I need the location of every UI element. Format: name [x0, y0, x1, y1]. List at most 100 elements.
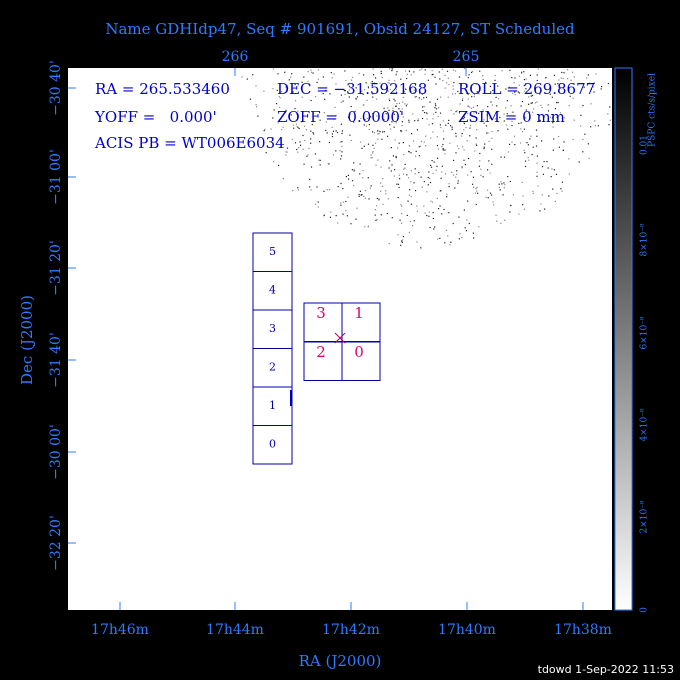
noise-dot [490, 194, 493, 196]
noise-dot [582, 138, 584, 140]
noise-dot [590, 103, 592, 105]
noise-dot [303, 163, 305, 165]
noise-dot [291, 73, 293, 75]
noise-dot [518, 84, 520, 86]
noise-dot [486, 131, 488, 134]
noise-dot [452, 69, 455, 71]
noise-dot [337, 222, 339, 224]
noise-dot [387, 135, 389, 137]
noise-dot [465, 127, 467, 129]
noise-dot [423, 106, 425, 108]
noise-dot [408, 177, 410, 179]
noise-dot [431, 74, 433, 76]
noise-dot [354, 110, 356, 113]
noise-dot [561, 181, 563, 183]
noise-dot [395, 73, 397, 75]
noise-dot [474, 150, 476, 152]
noise-dot [409, 220, 411, 223]
noise-dot [461, 166, 463, 168]
noise-dot [494, 74, 496, 77]
noise-dot [307, 71, 309, 73]
noise-dot [372, 68, 374, 70]
noise-dot [472, 106, 474, 108]
noise-dot [412, 113, 414, 115]
noise-dot [547, 167, 549, 169]
noise-dot [330, 72, 332, 74]
noise-dot [556, 192, 558, 194]
noise-dot [432, 73, 434, 75]
noise-dot [545, 77, 547, 79]
noise-dot [295, 123, 297, 125]
noise-dot [336, 131, 339, 134]
noise-dot [588, 157, 590, 159]
noise-dot [360, 194, 362, 196]
noise-dot [391, 68, 393, 70]
noise-dot [445, 173, 447, 175]
noise-dot [439, 205, 441, 207]
noise-dot [532, 190, 534, 192]
noise-dot [479, 160, 481, 162]
noise-dot [367, 143, 370, 145]
noise-dot [587, 74, 589, 76]
noise-dot [362, 170, 364, 172]
noise-dot [473, 237, 475, 239]
noise-dot [480, 120, 483, 123]
noise-dot [483, 122, 485, 124]
noise-dot [443, 208, 445, 211]
top-tick-label: 266 [222, 49, 249, 65]
noise-dot [463, 116, 466, 118]
noise-dot [514, 144, 516, 146]
noise-dot [432, 217, 434, 220]
noise-dot [344, 70, 346, 72]
noise-dot [463, 122, 465, 125]
noise-dot [363, 74, 365, 76]
noise-dot [388, 79, 390, 81]
noise-dot [472, 176, 474, 178]
noise-dot [380, 214, 382, 216]
noise-dot [329, 189, 331, 191]
noise-dot [307, 80, 309, 83]
colorbar-tick-label: 0 [640, 607, 650, 613]
noise-dot [470, 171, 472, 173]
noise-dot [341, 151, 343, 153]
noise-dot [342, 201, 345, 203]
noise-dot [382, 178, 384, 180]
noise-dot [518, 92, 521, 94]
noise-dot [557, 83, 559, 85]
noise-dot [409, 189, 411, 191]
noise-dot [410, 74, 412, 76]
noise-dot [358, 195, 360, 197]
noise-dot [302, 134, 304, 137]
noise-dot [368, 87, 370, 89]
noise-dot [309, 186, 311, 188]
acis-i-label: 1 [354, 304, 364, 322]
acis-s-label: 1 [269, 399, 276, 412]
noise-dot [433, 161, 435, 163]
noise-dot [298, 127, 300, 130]
noise-dot [524, 160, 527, 162]
noise-dot [558, 136, 560, 138]
noise-dot [378, 130, 380, 132]
noise-dot [457, 90, 459, 93]
noise-dot [532, 192, 534, 194]
noise-dot [506, 100, 508, 102]
noise-dot [381, 185, 383, 187]
noise-dot [487, 197, 489, 199]
noise-dot [572, 71, 574, 73]
noise-dot [454, 187, 456, 189]
noise-dot [436, 136, 438, 138]
noise-dot [364, 89, 366, 91]
noise-dot [305, 129, 307, 131]
noise-dot [408, 231, 410, 233]
noise-dot [355, 87, 357, 89]
acis-i-label: 3 [316, 304, 326, 322]
noise-dot [346, 215, 348, 217]
noise-dot [503, 113, 505, 115]
noise-dot [463, 209, 465, 211]
noise-dot [488, 160, 490, 162]
noise-dot [408, 150, 410, 153]
noise-dot [394, 169, 396, 171]
noise-dot [438, 107, 440, 109]
noise-dot [353, 169, 355, 171]
noise-dot [557, 90, 560, 92]
